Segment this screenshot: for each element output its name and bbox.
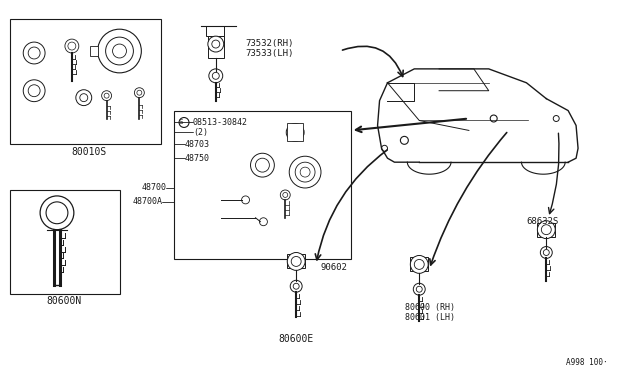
Bar [90, 46, 98, 56]
Text: S: S [179, 119, 183, 125]
Circle shape [287, 253, 305, 270]
Bar [206, 26, 224, 36]
Bar [10, 190, 120, 294]
Text: (2): (2) [193, 128, 208, 137]
Circle shape [102, 91, 111, 101]
Circle shape [209, 69, 223, 83]
Text: 48750: 48750 [185, 154, 210, 163]
Circle shape [255, 158, 269, 172]
Circle shape [300, 167, 310, 177]
Circle shape [290, 128, 300, 137]
Circle shape [23, 42, 45, 64]
Bar [208, 36, 224, 58]
Bar [174, 110, 351, 259]
Bar [287, 254, 305, 268]
Circle shape [23, 80, 45, 102]
Circle shape [490, 115, 497, 122]
Circle shape [76, 90, 92, 106]
Text: 48700: 48700 [141, 183, 166, 192]
Text: 48700A: 48700A [132, 198, 162, 206]
Circle shape [40, 196, 74, 230]
Text: 80010S: 80010S [71, 147, 106, 157]
Circle shape [28, 47, 40, 59]
Circle shape [381, 145, 387, 151]
Circle shape [416, 286, 422, 292]
Circle shape [401, 137, 408, 144]
Text: 80600 (RH): 80600 (RH) [405, 302, 455, 312]
Circle shape [540, 247, 552, 259]
Text: 73533(LH): 73533(LH) [246, 48, 294, 58]
Circle shape [250, 153, 275, 177]
Text: 08513-30842: 08513-30842 [193, 118, 248, 127]
Circle shape [414, 259, 424, 269]
Text: 48703: 48703 [185, 140, 210, 149]
Circle shape [538, 221, 556, 238]
Text: A998 100·: A998 100· [566, 358, 608, 367]
Bar [410, 257, 428, 271]
Circle shape [543, 250, 549, 256]
Bar [287, 124, 303, 141]
Circle shape [413, 283, 425, 295]
Circle shape [541, 225, 551, 235]
Text: 80601 (LH): 80601 (LH) [405, 312, 455, 321]
Bar [10, 19, 161, 144]
Circle shape [291, 256, 301, 266]
Text: 68632S: 68632S [527, 217, 559, 226]
Text: 80600E: 80600E [278, 334, 314, 344]
Circle shape [410, 256, 428, 273]
Circle shape [134, 88, 145, 98]
Circle shape [241, 196, 250, 204]
Circle shape [286, 124, 304, 141]
Circle shape [283, 192, 288, 198]
Circle shape [113, 44, 127, 58]
Text: 80600N: 80600N [46, 296, 81, 306]
Circle shape [68, 42, 76, 50]
Circle shape [280, 190, 290, 200]
Circle shape [106, 37, 133, 65]
Circle shape [212, 73, 220, 79]
Bar [538, 223, 556, 237]
Circle shape [293, 283, 299, 289]
Circle shape [28, 85, 40, 97]
Circle shape [179, 118, 189, 128]
Circle shape [290, 280, 302, 292]
Circle shape [65, 39, 79, 53]
Circle shape [289, 156, 321, 188]
Circle shape [104, 93, 109, 98]
Circle shape [80, 94, 88, 102]
Circle shape [553, 116, 559, 122]
Circle shape [137, 90, 142, 95]
Circle shape [46, 202, 68, 224]
Text: 90602: 90602 [320, 263, 347, 272]
Circle shape [208, 36, 224, 52]
Circle shape [259, 218, 268, 226]
Circle shape [212, 40, 220, 48]
Circle shape [98, 29, 141, 73]
Circle shape [295, 162, 315, 182]
Text: 73532(RH): 73532(RH) [246, 39, 294, 48]
